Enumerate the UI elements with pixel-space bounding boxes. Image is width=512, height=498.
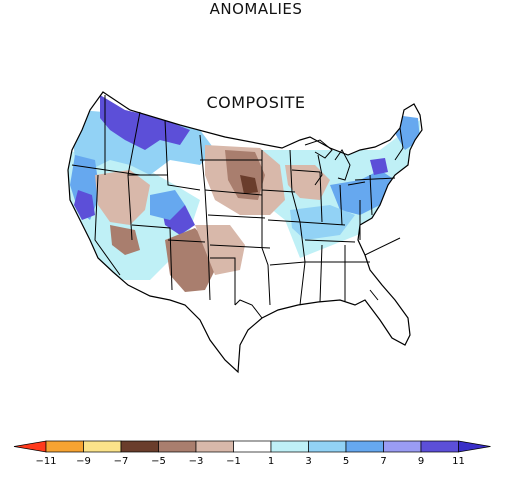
great-lakes <box>334 149 351 181</box>
state-line <box>369 289 379 301</box>
state-line <box>209 244 271 249</box>
legend-swatch <box>270 440 309 453</box>
legend-tick-label: 11 <box>452 456 465 467</box>
map-subtitle: COMPOSITE <box>206 93 306 112</box>
legend-swatch <box>458 440 491 453</box>
legend-swatch <box>383 440 422 453</box>
tan-area <box>285 165 330 200</box>
legend-swatch <box>420 440 459 453</box>
state-line <box>204 189 263 196</box>
blue-area <box>330 170 395 215</box>
us-outline <box>67 91 423 374</box>
state-line <box>354 177 396 181</box>
legend-tick-label: 9 <box>418 456 424 467</box>
state-line <box>261 150 271 306</box>
legend-tick-label: −11 <box>35 456 56 467</box>
state-line <box>319 244 323 303</box>
state-line <box>267 219 301 223</box>
legend-tick-label: −5 <box>151 456 166 467</box>
state-line <box>291 169 321 173</box>
legend-swatch <box>345 440 384 453</box>
legend-tick-label: −9 <box>76 456 91 467</box>
dark-brown-area <box>240 175 258 194</box>
state-line <box>269 261 306 266</box>
state-line <box>299 221 346 226</box>
brown-area <box>165 228 215 292</box>
state-line <box>304 239 356 243</box>
state-line <box>261 189 296 193</box>
legend-tick-label: −7 <box>114 456 129 467</box>
deep-blue-area <box>74 190 95 220</box>
legend-swatch <box>13 440 47 453</box>
blue-area <box>290 205 355 240</box>
legend-color-boxes <box>13 440 491 453</box>
legend-swatch <box>233 440 272 453</box>
brown-area <box>110 225 140 255</box>
legend-swatch <box>308 440 347 453</box>
blue-area <box>150 190 185 220</box>
legend-tick-label: 1 <box>268 456 274 467</box>
state-line <box>71 164 141 176</box>
state-line <box>394 127 404 161</box>
state-line <box>164 119 201 191</box>
state-line <box>234 299 263 319</box>
state-line <box>364 237 401 256</box>
legend-swatch <box>120 440 159 453</box>
legend-swatch <box>83 440 122 453</box>
legend-tick-label: −1 <box>226 456 241 467</box>
tan-area <box>95 170 150 225</box>
deep-blue-area <box>370 158 388 175</box>
great-lakes <box>304 139 333 159</box>
map-title: ANOMALIES <box>209 0 303 18</box>
anomaly-shading <box>68 95 420 292</box>
legend-tick-label: 5 <box>343 456 349 467</box>
state-boundaries <box>67 91 423 374</box>
great-lakes <box>314 154 323 186</box>
great-lakes <box>347 181 366 186</box>
state-line <box>369 174 373 216</box>
state-line <box>339 184 343 226</box>
state-line <box>94 174 121 276</box>
legend-tick-label: 7 <box>380 456 386 467</box>
legend-tick-labels: −11 −9 −7 −5 −3 −1 1 3 5 7 9 11 <box>35 456 464 467</box>
state-line <box>319 171 323 223</box>
deep-blue-area <box>100 95 190 150</box>
state-line <box>210 257 236 305</box>
state-line <box>131 224 173 291</box>
legend-tick-label: −3 <box>189 456 204 467</box>
state-line <box>167 239 206 243</box>
state-line <box>207 214 266 219</box>
state-line <box>199 134 211 301</box>
legend-swatch <box>45 440 84 453</box>
legend-tick-label: 3 <box>305 456 311 467</box>
legend-swatch <box>158 440 197 453</box>
legend-swatch <box>195 440 234 453</box>
